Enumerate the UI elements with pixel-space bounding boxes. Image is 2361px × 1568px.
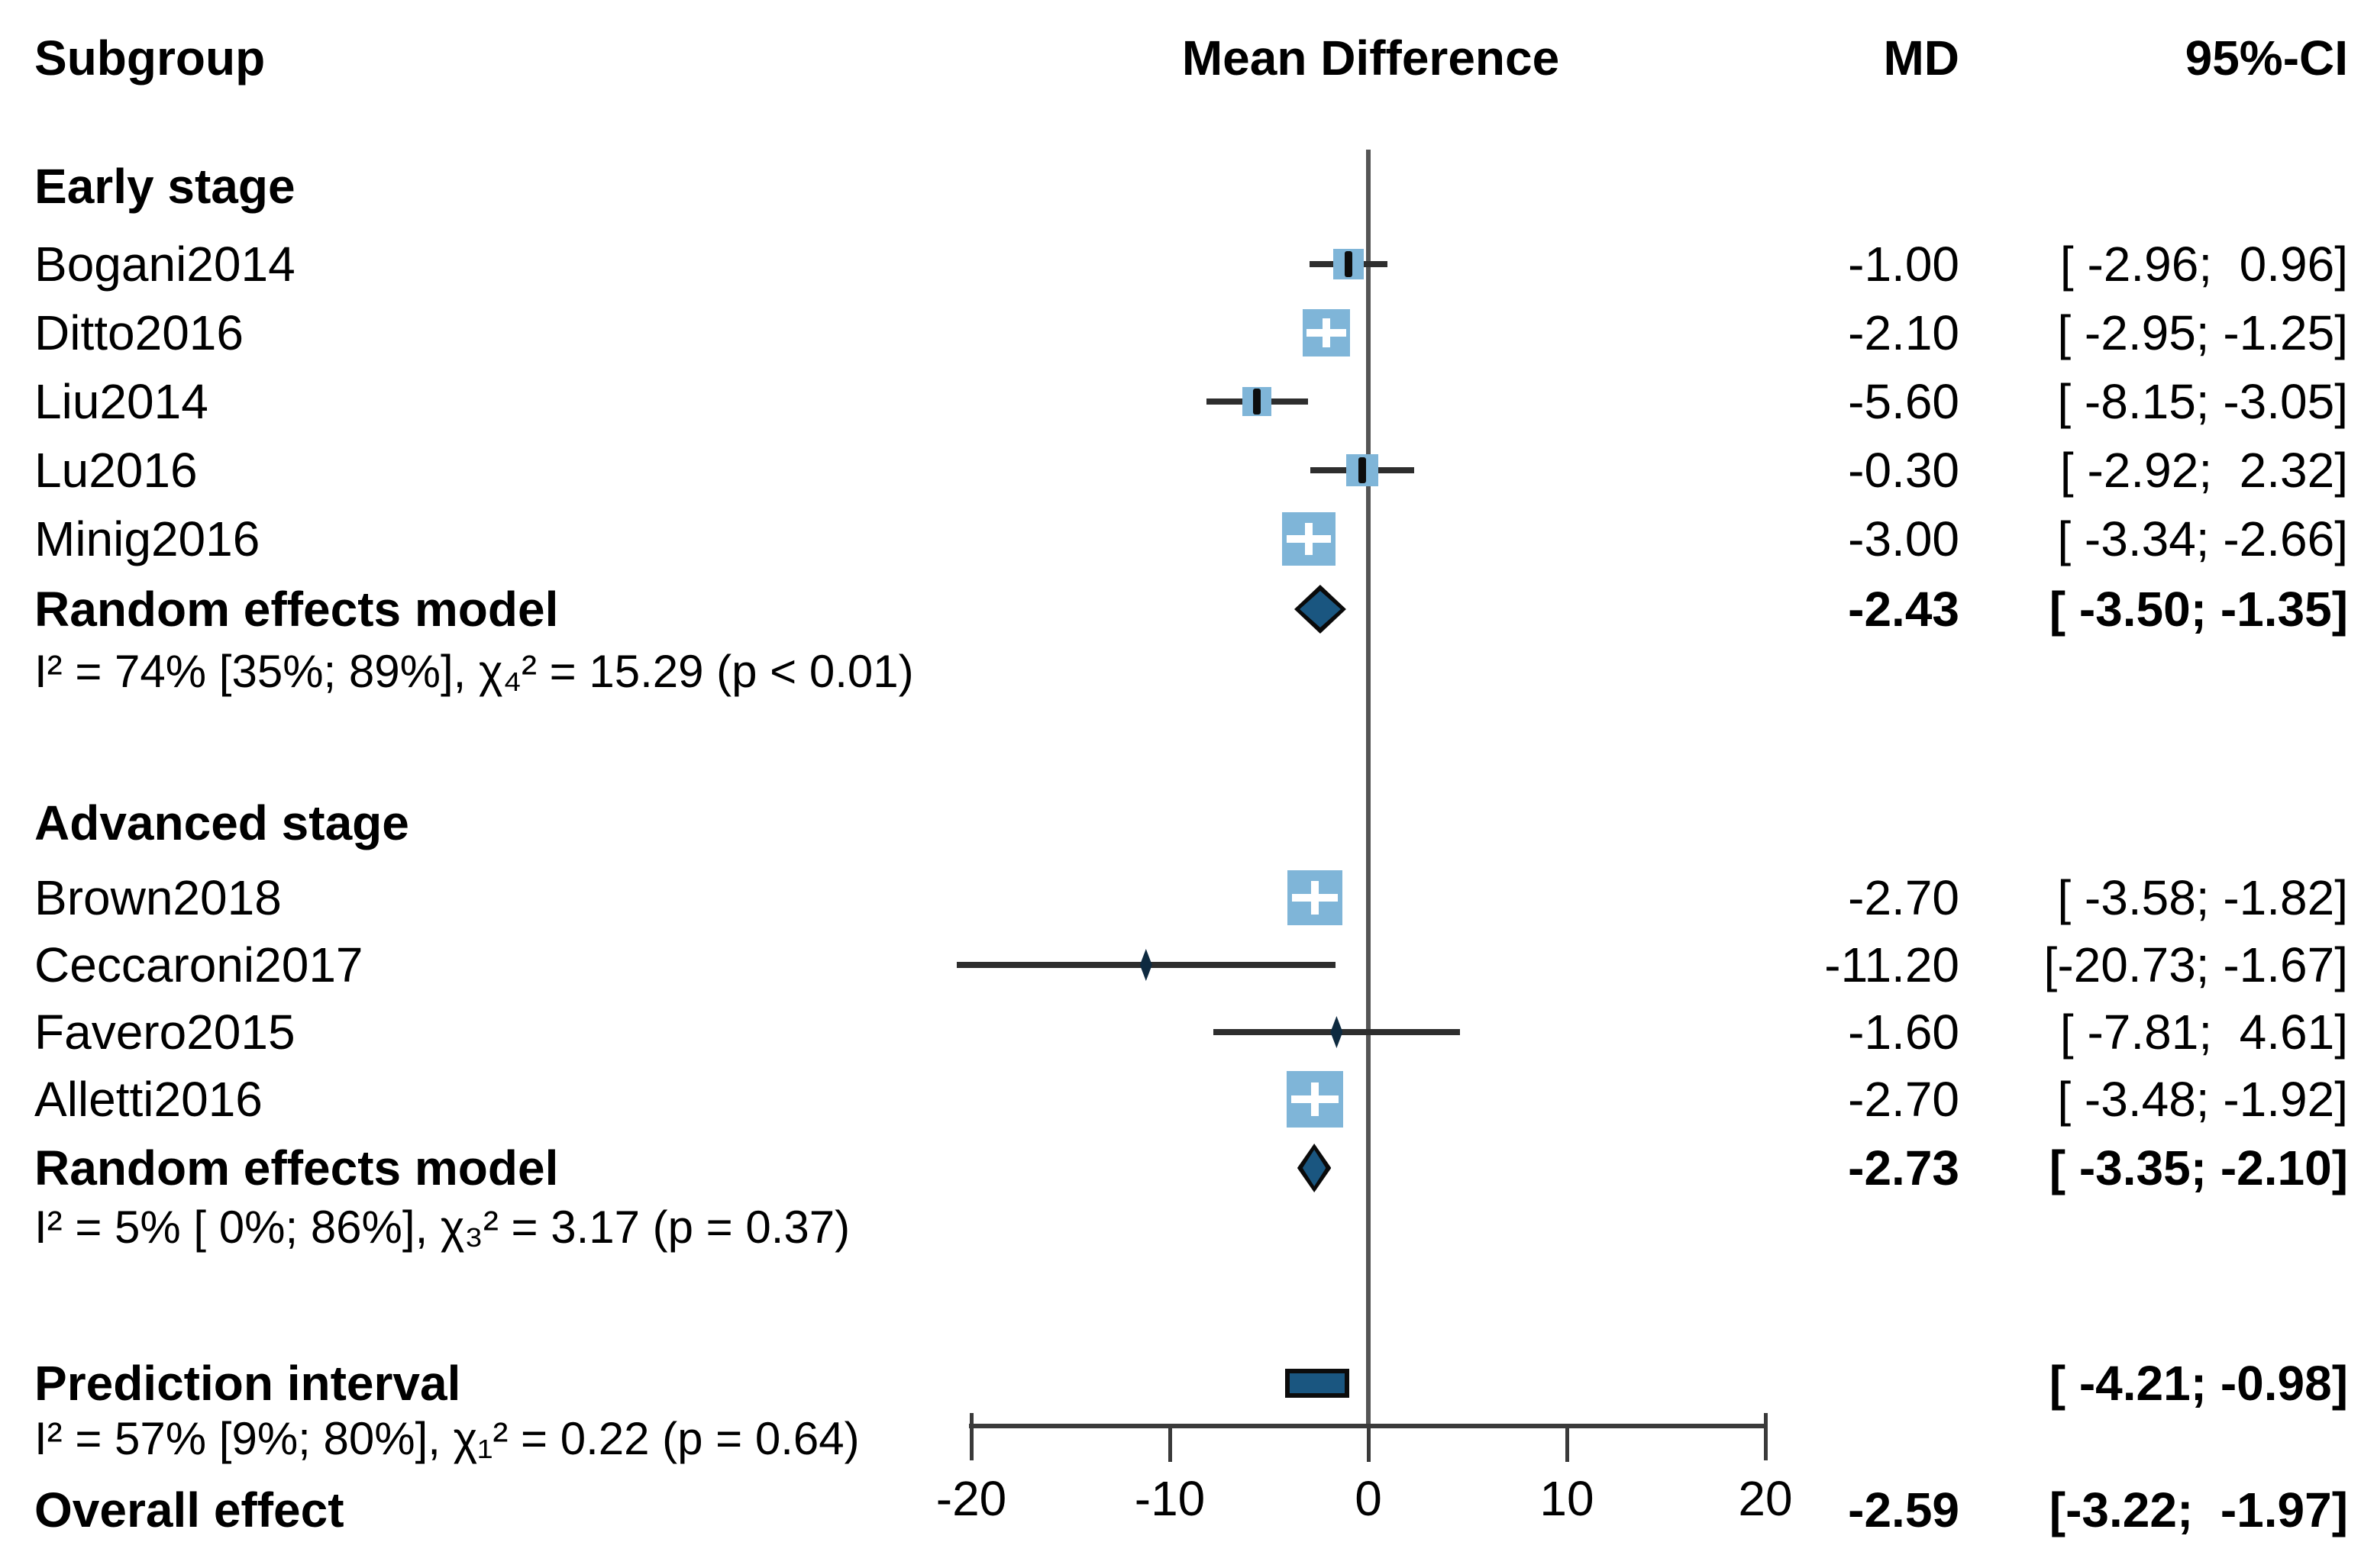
axis-line xyxy=(969,1424,1768,1428)
study-label: Brown2018 xyxy=(34,870,282,925)
ci-value: [ -4.21; -0.98] xyxy=(2049,1356,2348,1411)
axis-tick xyxy=(969,1413,974,1460)
md-value: -2.59 xyxy=(1848,1483,1959,1537)
subgroup-heading: Advanced stage xyxy=(34,795,409,850)
ci-value: [ -3.35; -2.10] xyxy=(2049,1141,2348,1195)
point-estimate-tick xyxy=(1253,389,1261,415)
zero-line xyxy=(1366,150,1371,1428)
point-cross-bar xyxy=(1310,881,1319,915)
point-cross-bar xyxy=(1310,1082,1319,1117)
column-header-md: MD xyxy=(1883,31,1959,85)
md-value: -2.70 xyxy=(1848,870,1959,925)
md-value: -5.60 xyxy=(1848,374,1959,429)
md-value: -2.70 xyxy=(1848,1072,1959,1127)
heterogeneity-text: I² = 5% [ 0%; 86%], χ₃² = 3.17 (p = 0.37… xyxy=(34,1202,851,1253)
axis-tick xyxy=(1168,1428,1172,1462)
study-label: Bogani2014 xyxy=(34,237,296,292)
column-header-subgroup: Subgroup xyxy=(34,31,266,85)
summary-diamond-fill xyxy=(1300,591,1341,628)
axis-tick xyxy=(1366,1428,1371,1462)
summary-diamond-fill xyxy=(1302,1150,1326,1186)
axis-tick-label: -20 xyxy=(935,1471,1007,1526)
prediction-interval-bar xyxy=(1284,1369,1349,1398)
point-estimate-tick xyxy=(1358,457,1367,483)
md-value: -2.10 xyxy=(1848,305,1959,360)
ci-value: [ -2.95; -1.25] xyxy=(2057,305,2348,360)
point-cross-bar xyxy=(1323,318,1331,347)
md-value: -11.20 xyxy=(1824,937,1959,992)
axis-tick xyxy=(1763,1413,1768,1460)
ci-value: [ -3.58; -1.82] xyxy=(2057,870,2348,925)
ci-value: [ -3.48; -1.92] xyxy=(2057,1072,2348,1127)
axis-tick xyxy=(1565,1428,1569,1462)
ci-value: [ -2.96; 0.96] xyxy=(2059,237,2348,292)
summary-label: Random effects model xyxy=(34,582,559,637)
study-label: Ditto2016 xyxy=(34,305,244,360)
axis-tick-label: -10 xyxy=(1134,1471,1206,1526)
md-value: -2.43 xyxy=(1848,582,1959,637)
study-label: Minig2016 xyxy=(34,511,260,566)
column-header-mean-difference: Mean Difference xyxy=(1181,31,1560,85)
subgroup-heading: Early stage xyxy=(34,159,296,214)
heterogeneity-text: I² = 57% [9%; 80%], χ₁² = 0.22 (p = 0.64… xyxy=(34,1413,860,1464)
point-estimate-tick xyxy=(1345,251,1352,277)
study-label: Liu2014 xyxy=(34,374,208,429)
md-value: -0.30 xyxy=(1848,443,1959,498)
ci-value: [ -7.81; 4.61] xyxy=(2059,1005,2348,1060)
md-value: -3.00 xyxy=(1848,511,1959,566)
axis-tick-label: 20 xyxy=(1738,1471,1793,1526)
ci-value: [ -3.34; -2.66] xyxy=(2057,511,2348,566)
md-value: -1.60 xyxy=(1848,1005,1959,1060)
summary-label: Overall effect xyxy=(34,1483,344,1537)
ci-value: [-3.22; -1.97] xyxy=(2049,1483,2348,1537)
md-value: -1.00 xyxy=(1848,237,1959,292)
ci-value: [ -3.50; -1.35] xyxy=(2049,582,2348,637)
point-cross-bar xyxy=(1305,523,1313,555)
summary-label: Prediction interval xyxy=(34,1356,461,1411)
axis-tick-label: 0 xyxy=(1355,1471,1382,1526)
axis-tick-label: 10 xyxy=(1539,1471,1594,1526)
study-label: Ceccaroni2017 xyxy=(34,937,363,992)
ci-value: [-20.73; -1.67] xyxy=(2043,937,2348,992)
ci-value: [ -8.15; -3.05] xyxy=(2057,374,2348,429)
study-label: Lu2016 xyxy=(34,443,198,498)
point-estimate-diamond xyxy=(1330,1016,1343,1048)
column-header-95ci: 95%-CI xyxy=(2185,31,2348,85)
point-estimate-diamond xyxy=(1139,949,1152,981)
ci-value: [ -2.92; 2.32] xyxy=(2059,443,2348,498)
study-label: Alletti2016 xyxy=(34,1072,263,1127)
md-value: -2.73 xyxy=(1848,1141,1959,1195)
heterogeneity-text: I² = 74% [35%; 89%], χ₄² = 15.29 (p < 0.… xyxy=(34,646,914,697)
study-label: Favero2015 xyxy=(34,1005,296,1060)
summary-label: Random effects model xyxy=(34,1141,559,1195)
